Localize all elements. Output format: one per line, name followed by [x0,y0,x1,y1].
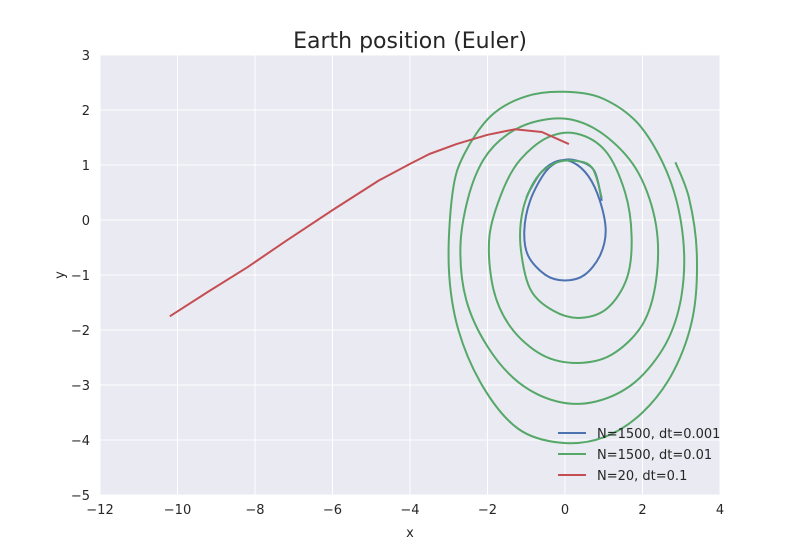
y-axis-label: y [53,271,68,279]
x-tick-label: 2 [638,503,646,518]
legend-label-3: N=20, dt=0.1 [597,469,687,484]
x-tick-label: −12 [86,503,113,518]
legend-label-1: N=1500, dt=0.001 [597,427,720,442]
x-tick-label: 0 [561,503,569,518]
series-lines [169,90,698,445]
chart-title: Earth position (Euler) [293,29,527,54]
y-tick-label: 3 [82,49,90,64]
y-tick-label: −2 [71,324,90,339]
y-axis-ticks: −5 −4 −3 −2 −1 0 1 2 3 [71,49,90,504]
x-tick-label: −2 [478,503,497,518]
x-axis-ticks: −12 −10 −8 −6 −4 −2 0 2 4 [86,503,724,518]
series-line-2 [447,90,698,445]
x-tick-label: −6 [323,503,342,518]
legend-label-2: N=1500, dt=0.01 [597,448,712,463]
x-tick-label: −10 [164,503,191,518]
series-line-3 [169,128,570,318]
x-tick-label: −4 [400,503,419,518]
x-axis-label: x [406,526,414,541]
legend: N=1500, dt=0.001 N=1500, dt=0.01 N=20, dt=… [558,427,720,484]
plot-area [99,54,721,496]
y-tick-label: −4 [71,434,90,449]
y-tick-label: −3 [71,379,90,394]
y-tick-label: −5 [71,489,90,504]
x-tick-label: −8 [245,503,264,518]
x-tick-label: 4 [716,503,724,518]
y-tick-label: −1 [71,269,90,284]
y-tick-label: 0 [82,214,90,229]
y-tick-label: 1 [82,159,90,174]
y-tick-label: 2 [82,104,90,119]
